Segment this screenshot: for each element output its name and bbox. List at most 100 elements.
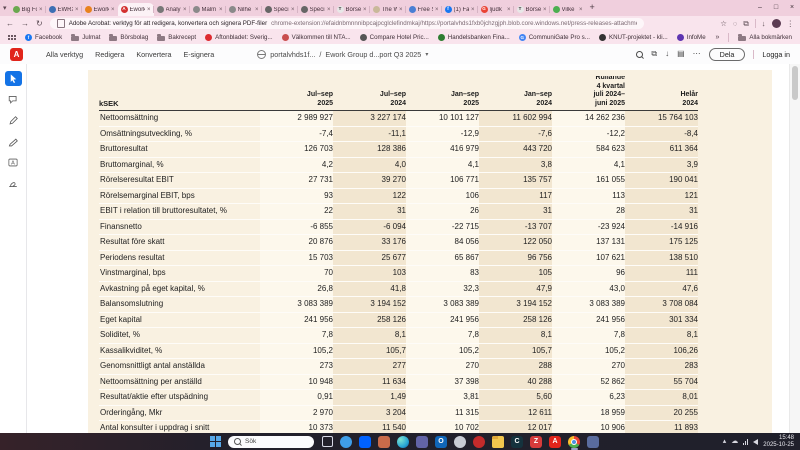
tab-close-icon[interactable]: × (399, 6, 403, 13)
tab-close-icon[interactable]: × (327, 6, 331, 13)
acrobat-menu-item[interactable]: Redigera (95, 49, 125, 59)
print-icon[interactable]: ▤ (677, 49, 685, 58)
tab-close-icon[interactable]: × (291, 6, 295, 13)
scrollbar-thumb[interactable] (792, 66, 798, 100)
scrollbar[interactable] (789, 64, 800, 433)
acrobat-menu-item[interactable]: E-signera (183, 49, 215, 59)
bookmark-item[interactable]: Aftonbladet: Sverig... (205, 34, 273, 41)
taskbar-app-z-app[interactable]: Z (529, 433, 543, 450)
taskbar-app-outlook[interactable]: O (434, 433, 448, 450)
window-maximize-button[interactable]: □ (773, 3, 779, 11)
add-text-tool-button[interactable]: A (5, 155, 22, 170)
taskbar-app-dropbox[interactable] (358, 433, 372, 450)
download-icon[interactable]: ↓ (665, 49, 670, 58)
start-button[interactable] (208, 433, 222, 450)
tab-close-icon[interactable]: × (255, 6, 259, 13)
reload-icon[interactable]: ↻ (36, 18, 43, 28)
tab-close-icon[interactable]: × (147, 6, 151, 13)
tray-chevron-up-icon[interactable]: ▴ (722, 438, 727, 445)
highlight-tool-button[interactable] (5, 134, 22, 149)
taskbar-app-c-app[interactable]: C (510, 433, 524, 450)
onedrive-cloud-icon[interactable]: ☁ (731, 438, 739, 445)
back-icon[interactable]: ← (6, 18, 14, 28)
browser-tab[interactable]: The W × (368, 3, 406, 16)
window-minimize-button[interactable]: – (758, 3, 762, 11)
taskbar-app-task-view[interactable] (320, 433, 334, 450)
forward-icon[interactable]: → (21, 18, 29, 28)
acrobat-menu-item[interactable]: Konvertera (136, 49, 172, 59)
tab-groups-icon[interactable]: ⧉ (743, 18, 749, 28)
taskbar-clock[interactable]: 15:48 2025-10-25 (763, 435, 794, 449)
select-tool-button[interactable] (4, 71, 22, 86)
tab-close-icon[interactable]: × (75, 6, 79, 13)
tab-close-icon[interactable]: × (219, 6, 223, 13)
taskbar-app-edge[interactable] (396, 433, 410, 450)
bookmark-item[interactable]: Julmat (71, 34, 100, 41)
bookmark-star-icon[interactable]: ☆ (720, 18, 727, 28)
taskbar-app-widgets[interactable] (339, 433, 353, 450)
document-area[interactable]: kSEK Jul–sep 2025 Jul–sep 2024 Jan–sep 202… (28, 64, 790, 433)
browser-tab[interactable]: EWRX× (44, 3, 82, 16)
taskbar-app-file-explorer[interactable] (491, 433, 505, 450)
acrobat-logo-icon[interactable]: A (10, 47, 23, 61)
bookmark-item[interactable]: Compare Hotel Pric... (359, 34, 429, 41)
window-close-button[interactable]: × (789, 3, 795, 11)
tab-search-chevron-icon[interactable]: ▾ (3, 5, 7, 12)
taskbar-app-calculator[interactable] (586, 433, 600, 450)
menu-kebab-icon[interactable]: ⋮ (786, 18, 795, 28)
browser-tab[interactable]: A Ework × (117, 3, 154, 16)
taskbar-app-chrome[interactable] (567, 433, 581, 450)
tab-close-icon[interactable]: × (579, 6, 583, 13)
breadcrumb-host[interactable]: portalvhds1f... (270, 49, 316, 59)
browser-tab[interactable]: Ework × (80, 3, 118, 16)
bookmark-item[interactable]: InfoMentor - webbl... (676, 34, 706, 41)
taskbar-search[interactable]: Sök (228, 435, 314, 448)
browser-tab[interactable]: Malm × (188, 3, 226, 16)
taskbar-app-hp[interactable] (453, 433, 467, 450)
taskbar-app-microsoft-store[interactable] (377, 433, 391, 450)
chevron-down-icon[interactable]: ▾ (425, 51, 429, 58)
bookmark-item[interactable]: KNUT-projektet - kli... (598, 34, 668, 41)
browser-tab[interactable]: Free S× (404, 3, 442, 16)
browser-tab[interactable]: T Börse × (332, 3, 370, 16)
bookmark-item[interactable]: Handelsbanken Fina... (437, 34, 510, 41)
tab-close-icon[interactable]: × (507, 6, 511, 13)
apps-grid-icon[interactable] (8, 35, 16, 40)
downloads-icon[interactable]: ↓ (761, 18, 766, 28)
bookmark-item[interactable]: Välkommen till NTA... (281, 34, 351, 41)
acrobat-menu-item[interactable]: Alla verktyg (46, 49, 84, 59)
tab-close-icon[interactable]: × (543, 6, 547, 13)
browser-tab[interactable]: f (1) Fa × (440, 3, 478, 16)
bookmark-item[interactable]: G CommuniGate Pro s... (518, 34, 590, 41)
browser-tab[interactable]: Analy × (152, 3, 190, 16)
comment-tool-button[interactable] (5, 92, 22, 107)
all-bookmarks-button[interactable]: Alla bokmärken (738, 34, 792, 41)
reading-mode-icon[interactable]: ◌ (732, 18, 738, 28)
taskbar-app-teams[interactable] (415, 433, 429, 450)
bookmark-item[interactable]: Börsbolag (109, 34, 148, 41)
taskbar-app-acrobat[interactable]: A (548, 433, 562, 450)
profile-avatar[interactable] (771, 19, 781, 28)
new-tab-button[interactable]: + (589, 2, 595, 12)
draw-tool-button[interactable] (5, 113, 22, 128)
tab-close-icon[interactable]: × (183, 6, 187, 13)
bookmark-item[interactable]: Bakrecept (157, 34, 196, 41)
taskbar-app-red-app[interactable] (472, 433, 486, 450)
sign-tool-button[interactable] (5, 176, 22, 191)
bookmark-item[interactable]: f Facebook (25, 34, 62, 41)
browser-tab[interactable]: Big Fo× (10, 3, 46, 16)
browser-tab[interactable]: Nilhe × (224, 3, 262, 16)
login-button[interactable]: Logga in (762, 49, 790, 59)
share-button[interactable]: Dela (708, 47, 746, 61)
browser-tab[interactable]: T Börse × (512, 3, 550, 16)
volume-icon[interactable] (753, 438, 759, 445)
more-options-icon[interactable]: ⋯ (692, 49, 701, 58)
tab-close-icon[interactable]: × (435, 6, 439, 13)
pages-icon[interactable]: ⧉ (651, 49, 658, 58)
address-bar[interactable]: Adobe Acrobat: verktyg för att redigera,… (49, 18, 644, 29)
browser-tab[interactable]: Speci × (296, 3, 334, 16)
browser-tab[interactable]: Speci × (260, 3, 298, 16)
breadcrumb-document[interactable]: Ework Group d...port Q3 2025 (325, 49, 422, 59)
tab-close-icon[interactable]: × (471, 6, 475, 13)
bookmarks-overflow-button[interactable]: » (715, 34, 720, 41)
